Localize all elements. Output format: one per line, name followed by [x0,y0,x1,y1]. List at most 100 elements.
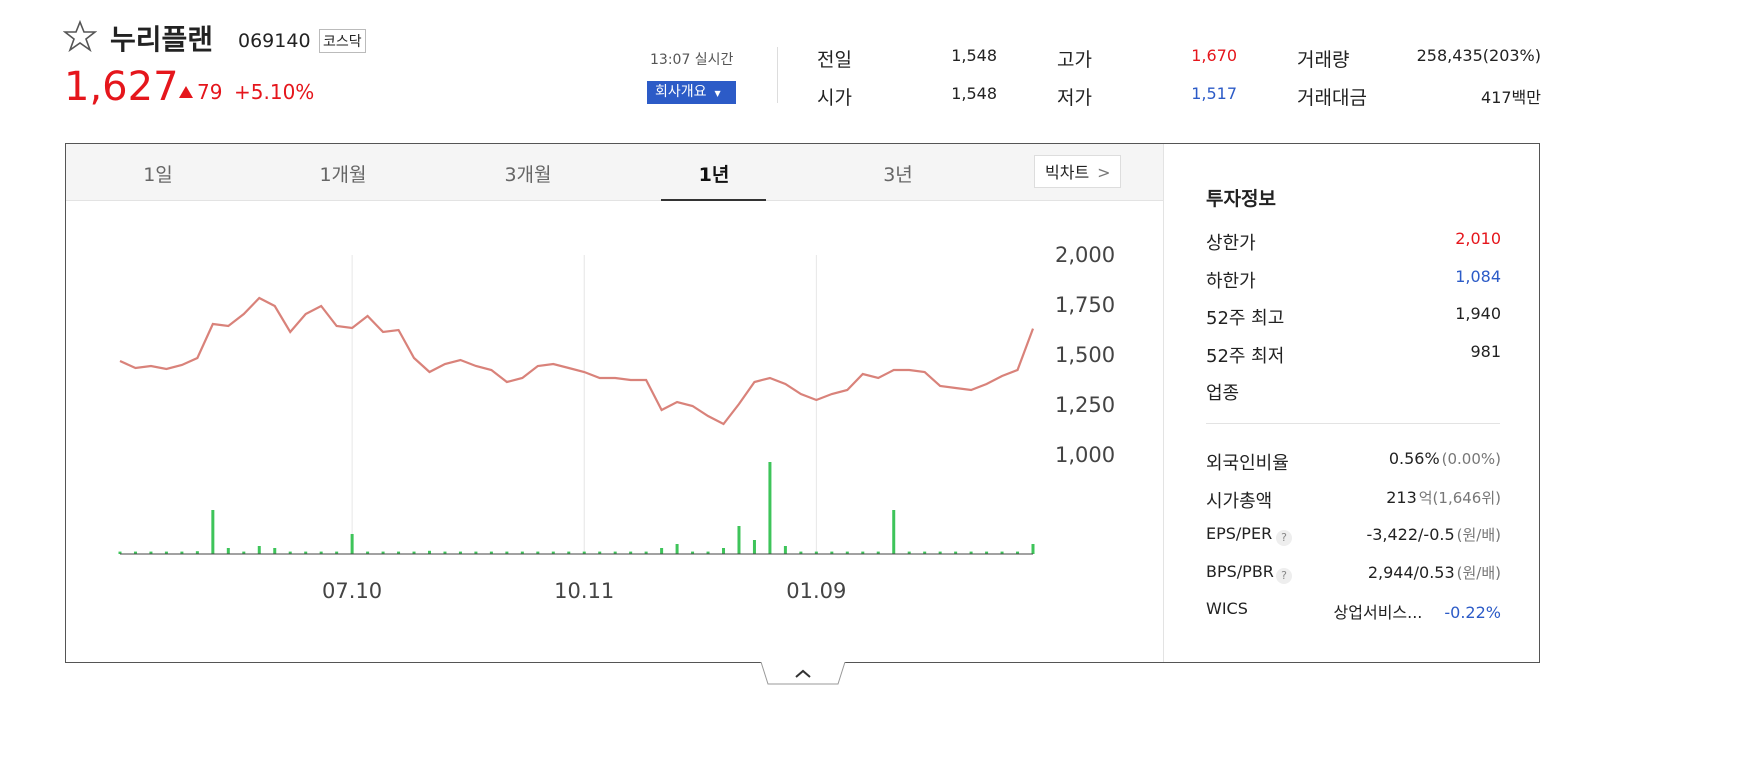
chevron: > [1097,163,1111,182]
volume-bar [288,551,292,554]
invest-value: 213 [1386,487,1417,507]
help-icon[interactable]: ? [1276,567,1292,584]
company-button-label: 회사개요 [655,84,707,100]
change-rate: +5.10% [234,80,315,104]
summary-label: 전일 [817,49,852,71]
price-line [119,296,1035,426]
volume-bar [567,551,571,554]
tab: 3년 [883,164,913,186]
tab: 1일 [143,164,173,186]
volume-bar [660,548,664,554]
big-chart-label: 빅차트 [1045,163,1090,182]
volume-bar [1000,551,1004,554]
volume-bar [830,551,834,554]
realtime: 13:07 실시간 [650,52,734,68]
summary-value: 417백만 [1481,88,1541,107]
invest-value-wrap: -3,422/-0.5 (원/배) [1366,524,1501,545]
help-icon[interactable]: ? [1276,530,1292,546]
summary-label: 시가 [817,87,852,109]
volume-bar [1016,551,1020,554]
volume-bar [273,548,277,554]
company-button[interactable]: 회사개요 ▼ [647,81,736,104]
panel-divider [1163,144,1164,662]
invest-label: WICS [1206,599,1248,618]
volume-bar [985,551,989,554]
tab: 3개월 [504,164,552,186]
volume-bar [242,551,246,554]
volume-bar [722,548,726,554]
invest-label: 상한가 [1206,233,1256,254]
invest-value: 1,084 [1455,266,1501,286]
favorite-star[interactable] [63,20,97,52]
volume-bar [923,551,927,554]
volume-bar [350,534,354,554]
invest-note: 억(1,646위) [1418,488,1501,507]
tab-bar [66,144,1163,201]
volume-bar [319,551,323,554]
summary-value: 1,670 [1191,46,1237,65]
summary-label: 저가 [1057,87,1092,109]
summary-label: 거래대금 [1297,87,1367,109]
volume-bar [505,551,509,554]
volume-bar [799,551,803,554]
volume-bar [366,551,370,554]
invest-note: -0.22% [1444,603,1501,622]
volume-bar [211,510,215,554]
volume-bar [969,551,973,554]
invest-divider [1206,423,1500,424]
y-tick-label: 1,250 [1055,393,1115,417]
volume-bar [644,551,648,554]
volume-bar [474,551,478,554]
invest-value-wrap: 상업서비스... -0.22% [1334,599,1501,623]
volume-bar [226,548,230,554]
y-tick-label: 1,750 [1055,293,1115,317]
up-arrow [179,86,193,98]
summary-label: 거래량 [1297,49,1350,71]
invest-label: 외국인비율 [1206,453,1289,474]
volume-bar [861,551,865,554]
stock-code: 069140 [238,30,311,52]
volume-bar [443,551,447,554]
chart: 07.10 10.11 01.09 1,000 1,250 1,500 1,750 2,000 [118,243,1115,603]
volume-bar [412,551,416,554]
volume-bar [691,551,695,554]
tab-underline [661,199,766,201]
invest-label: BPS/PBR [1206,561,1274,581]
collapse-tab[interactable] [760,662,846,688]
volume-bar [737,526,741,554]
volume-bar [133,551,137,554]
volume-bar [582,551,586,554]
volume-bar [427,550,431,554]
volume-bar [397,551,401,554]
volume-bar [892,510,896,554]
invest-note: (0.00%) [1441,450,1501,468]
summary-value: 1,548 [951,46,997,65]
volume-bar [458,551,462,554]
volume-bar [164,551,168,554]
market-badge: 코스닥 [319,29,366,53]
volume-bar [954,551,958,554]
volume-bar [1031,544,1035,554]
y-tick-label: 1,000 [1055,443,1115,467]
volume-bar [551,551,555,554]
tab: 1개월 [319,164,367,186]
volume-bar [180,551,184,554]
volume-bar [845,551,849,554]
volume-bar [257,546,261,554]
invest-label: 하한가 [1206,270,1256,292]
invest-note: (원/배) [1456,526,1501,544]
change: 79 [197,80,223,104]
x-tick-label: 01.09 [786,579,846,603]
volume-bar [195,551,199,554]
summary-value: 1,517 [1191,84,1237,103]
invest-label: 업종 [1206,383,1240,404]
y-tick-label: 1,500 [1055,343,1115,367]
big-chart-button[interactable]: 빅차트 > [1034,155,1121,188]
volume-bar [783,546,787,554]
invest-value: 2,944/0.53 [1367,562,1455,582]
volume-bar [149,551,153,554]
volume-bar [536,551,540,554]
volume-bar [381,551,385,554]
y-tick-label: 2,000 [1055,243,1115,267]
